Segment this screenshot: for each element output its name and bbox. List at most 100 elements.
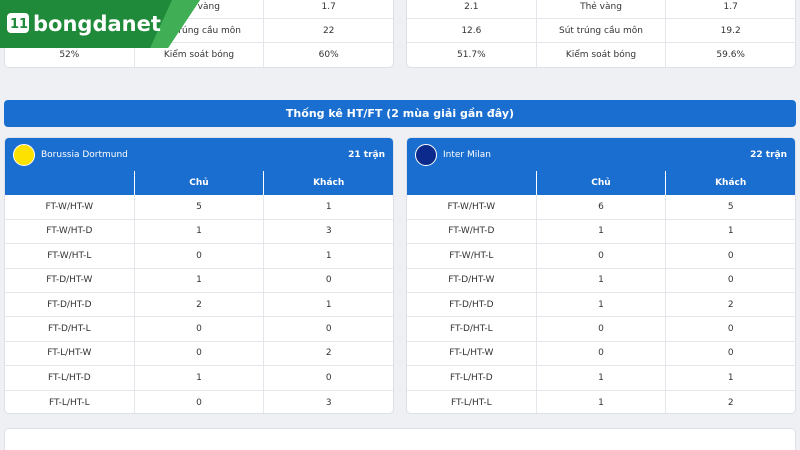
htft-row: FT-L/HT-W 0 0	[407, 341, 795, 367]
home-count: 6	[537, 195, 667, 219]
htft-label: FT-L/HT-D	[5, 366, 135, 390]
column-title: Khách	[715, 178, 747, 189]
htft-label: FT-W/HT-D	[5, 219, 135, 244]
next-card	[4, 428, 796, 450]
away-count: 2	[325, 348, 332, 359]
stat-away: 60%	[318, 50, 339, 60]
htft-row: FT-W/HT-W 6 5	[407, 195, 795, 220]
home-count: 2	[135, 292, 265, 317]
match-count: 21 trận	[348, 149, 385, 160]
column-title: Chủ	[135, 171, 265, 196]
home-count: 1	[135, 219, 265, 244]
htft-label: FT-W/HT-D	[407, 219, 537, 244]
htft-label: FT-W/HT-L	[5, 244, 135, 268]
htft-label: FT-L/HT-W	[5, 341, 135, 366]
home-count: 1	[135, 366, 265, 390]
stat-away: 19.2	[720, 25, 741, 36]
stat-label: Sút trúng cầu môn	[135, 19, 265, 42]
home-count: 0	[135, 390, 265, 413]
home-count: 1	[537, 292, 667, 317]
away-count: 1	[727, 226, 734, 237]
away-count: 1	[727, 372, 734, 383]
home-count: 0	[135, 244, 265, 268]
logo: 11 bongdanet	[0, 0, 200, 48]
htft-label: FT-W/HT-W	[407, 195, 537, 219]
away-count: 0	[325, 372, 332, 383]
stat-home: 52%	[5, 43, 135, 67]
away-count: 1	[325, 299, 332, 310]
htft-row: FT-L/HT-L 1 2	[407, 390, 795, 413]
team-name: Borussia Dortmund	[41, 149, 128, 160]
stat-away: 1.7	[723, 1, 738, 12]
stat-row: 52% Kiểm soát bóng 60%	[5, 43, 393, 67]
htft-row: FT-D/HT-W 1 0	[5, 268, 393, 293]
stat-label: Kiểm soát bóng	[135, 43, 265, 67]
team-panel: Inter Milan 22 trận Chủ Khách FT-W/HT-W 6 5 FT-…	[406, 137, 796, 414]
htft-row: FT-W/HT-D 1 3	[5, 219, 393, 245]
stat-away: 22	[322, 25, 335, 36]
stat-label: Sút trúng cầu môn	[537, 19, 667, 42]
team-panel: Borussia Dortmund 21 trận Chủ Khách FT-W/HT-…	[4, 137, 394, 414]
away-count: 2	[727, 397, 734, 408]
away-count: 0	[727, 348, 734, 359]
away-count: 1	[325, 202, 332, 213]
away-count: 3	[325, 397, 332, 408]
htft-row: FT-L/HT-L 0 3	[5, 390, 393, 413]
htft-label: FT-D/HT-D	[5, 292, 135, 317]
home-count: 0	[135, 341, 265, 366]
htft-label: FT-W/HT-W	[5, 195, 135, 219]
home-count: 5	[135, 195, 265, 219]
htft-label: FT-L/HT-W	[407, 341, 537, 366]
htft-label: FT-L/HT-L	[407, 390, 537, 413]
logo-text: bongdanet	[33, 12, 161, 36]
stat-label: Thẻ vàng	[135, 0, 265, 18]
stat-away: 1.7	[321, 1, 336, 12]
blank-cell	[5, 171, 135, 196]
stat-row: 51.7% Kiểm soát bóng 59.6%	[407, 43, 795, 67]
stat-label: Thẻ vàng	[537, 0, 667, 18]
away-count: 1	[325, 250, 332, 261]
stat-row: 2.1 Thẻ vàng 1.7	[407, 0, 795, 19]
column-title: Khách	[313, 178, 345, 189]
htft-label: FT-D/HT-W	[407, 268, 537, 292]
team-logo	[415, 143, 437, 166]
htft-row: FT-L/HT-D 1 0	[5, 366, 393, 391]
away-count: 3	[325, 226, 332, 237]
htft-label: FT-L/HT-L	[5, 390, 135, 413]
htft-row: FT-D/HT-L 0 0	[5, 317, 393, 342]
away-count: 5	[727, 202, 734, 213]
away-count: 0	[325, 275, 332, 286]
away-count: 2	[727, 299, 734, 310]
team-logo	[13, 143, 35, 166]
htft-label: FT-D/HT-W	[5, 268, 135, 292]
svg-text:11: 11	[10, 17, 28, 32]
stat-row: 12.6 Sút trúng cầu môn 19.2	[407, 19, 795, 43]
column-header: Chủ Khách	[407, 171, 795, 196]
section-title: Thống kê HT/FT (2 mùa giải gần đây)	[4, 100, 796, 127]
htft-row: FT-W/HT-W 5 1	[5, 195, 393, 220]
stat-home: 2.1	[407, 0, 537, 18]
htft-label: FT-W/HT-L	[407, 244, 537, 268]
team-name: Inter Milan	[443, 149, 491, 160]
stats-panel: 2.1 Thẻ vàng 1.7 12.6 Sút trúng cầu môn 19.2 5…	[406, 0, 796, 68]
htft-label: FT-L/HT-D	[407, 366, 537, 390]
away-count: 0	[727, 324, 734, 335]
htft-row: FT-L/HT-W 0 2	[5, 341, 393, 367]
team-header: Inter Milan 22 trận	[407, 138, 795, 171]
htft-row: FT-D/HT-D 2 1	[5, 292, 393, 318]
column-header: Chủ Khách	[5, 171, 393, 196]
column-title: Chủ	[537, 171, 667, 196]
team-header: Borussia Dortmund 21 trận	[5, 138, 393, 171]
home-count: 1	[537, 219, 667, 244]
stat-home: 12.6	[407, 19, 537, 42]
htft-row: FT-W/HT-D 1 1	[407, 219, 795, 245]
home-count: 1	[135, 268, 265, 292]
match-count: 22 trận	[750, 149, 787, 160]
home-count: 1	[537, 366, 667, 390]
home-count: 0	[537, 244, 667, 268]
htft-label: FT-D/HT-D	[407, 292, 537, 317]
stat-away: 59.6%	[716, 50, 745, 60]
home-count: 0	[135, 317, 265, 341]
home-count: 0	[537, 341, 667, 366]
